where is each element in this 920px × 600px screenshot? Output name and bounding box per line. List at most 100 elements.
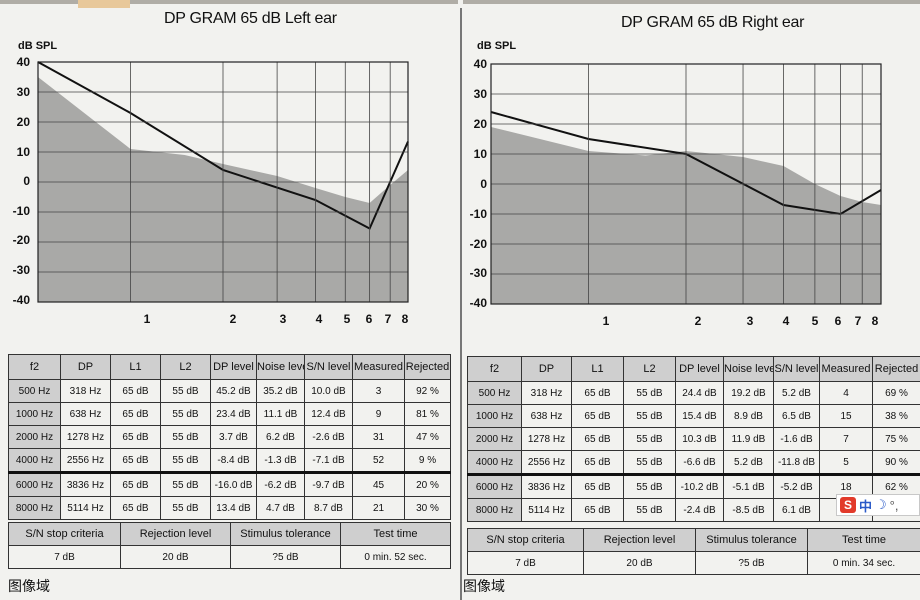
table-cell: 10.0 dB (304, 379, 353, 403)
y-tick-label: -40 (12, 293, 30, 307)
table-cell: 24.4 dB (675, 381, 724, 405)
y-tick-label: -30 (469, 266, 487, 280)
table-cell: 69 % (872, 381, 920, 405)
table-cell: 30 % (404, 496, 451, 520)
col-header: Rejected (872, 356, 920, 382)
param-value: 20 dB (583, 551, 696, 575)
params-value-row: 7 dB 20 dB ?5 dB 0 min. 34 sec. (467, 551, 920, 575)
param-header: S/N stop criteria (8, 522, 121, 546)
table-cell: 12.4 dB (304, 402, 353, 426)
ime-language-toggle[interactable]: 中 (859, 498, 873, 514)
table-cell: 92 % (404, 379, 451, 403)
table-cell: 55 dB (160, 496, 211, 520)
table-row: 4000 Hz 2556 Hz 65 dB 55 dB -8.4 dB -1.3 dB -7… (8, 448, 451, 474)
dp-level-line (37, 61, 409, 230)
y-tick-label: 30 (473, 87, 487, 101)
row-frequency: 6000 Hz (8, 472, 61, 497)
table-cell: 45.2 dB (210, 379, 257, 403)
param-value: ?5 dB (230, 545, 341, 569)
chart-title: DP GRAM 65 dB Left ear (164, 10, 337, 27)
table-cell: 11.9 dB (723, 427, 774, 451)
half-full-width-icon[interactable]: ☽ (875, 497, 887, 512)
col-header: L2 (623, 356, 676, 382)
x-tick-label: 6 (365, 312, 373, 326)
table-cell: -1.6 dB (773, 427, 820, 451)
col-header: S/N level (304, 354, 353, 380)
x-tick-label: 7 (384, 312, 392, 326)
table-cell: 65 dB (110, 402, 161, 426)
y-tick-label: -10 (469, 207, 487, 221)
table-cell: 5.2 dB (723, 450, 774, 476)
table-cell: 55 dB (623, 498, 676, 522)
top-edge (463, 0, 920, 4)
table-row: 500 Hz 318 Hz 65 dB 55 dB 24.4 dB 19.2 dB 5.2 … (467, 381, 920, 405)
table-cell: 45 (352, 472, 405, 497)
col-header: Measured (819, 356, 873, 382)
x-tick-label: 7 (854, 314, 862, 328)
table-cell: 65 dB (571, 450, 624, 476)
y-tick-label: -20 (469, 237, 487, 251)
table-cell: 65 dB (110, 472, 161, 497)
y-tick-label: 20 (16, 115, 30, 129)
table-cell: 65 dB (571, 404, 624, 428)
table-cell: 38 % (872, 404, 920, 428)
x-tick-label: 5 (811, 314, 819, 328)
dp-level-line (490, 111, 882, 216)
table-cell: -9.7 dB (304, 472, 353, 497)
row-frequency: 4000 Hz (8, 448, 61, 474)
table-cell: 55 dB (160, 402, 211, 426)
param-value: 0 min. 52 sec. (340, 545, 451, 569)
y-tick-label: -30 (12, 263, 30, 277)
table-cell: 55 dB (623, 474, 676, 499)
table-cell: -6.6 dB (675, 450, 724, 476)
table-row: 1000 Hz 638 Hz 65 dB 55 dB 15.4 dB 8.9 dB 6.5 … (467, 404, 920, 428)
y-tick-label: 10 (16, 145, 30, 159)
y-axis-label: dB SPL (18, 40, 58, 52)
table-cell: 65 dB (571, 427, 624, 451)
table-cell: -5.2 dB (773, 474, 820, 499)
table-cell: 55 dB (623, 450, 676, 476)
row-frequency: 6000 Hz (467, 474, 522, 499)
table-cell: -6.2 dB (256, 472, 305, 497)
table-cell: 55 dB (160, 448, 211, 474)
table-cell: 9 (352, 402, 405, 426)
table-cell: 90 % (872, 450, 920, 476)
table-cell: 55 dB (623, 404, 676, 428)
y-tick-label: 20 (473, 117, 487, 131)
table-cell: -2.4 dB (675, 498, 724, 522)
param-value: 7 dB (467, 551, 584, 575)
table-cell: 65 dB (571, 498, 624, 522)
table-cell: 15 (819, 404, 873, 428)
x-tick-label: 2 (229, 312, 237, 326)
y-tick-label: 40 (16, 55, 30, 69)
param-value: 0 min. 34 sec. (807, 551, 920, 575)
ime-toolbar[interactable]: S 中 ☽ °, (836, 494, 920, 516)
table-header-row: f2 DP L1 L2 DP level Noise level S/N lev… (467, 356, 920, 382)
table-cell: 65 dB (571, 381, 624, 405)
table-cell: 3 (352, 379, 405, 403)
chart-title: DP GRAM 65 dB Right ear (621, 14, 805, 31)
table-cell: 9 % (404, 448, 451, 474)
table-cell: 35.2 dB (256, 379, 305, 403)
col-header: DP (60, 354, 111, 380)
x-tick-label: 8 (871, 314, 879, 328)
y-tick-label: 0 (23, 174, 30, 188)
table-cell: 7 (819, 427, 873, 451)
punctuation-toggle[interactable]: °, (889, 497, 899, 513)
table-cell: 638 Hz (521, 404, 572, 428)
params-header-row: S/N stop criteria Rejection level Stimul… (8, 522, 451, 546)
table-cell: 318 Hz (60, 379, 111, 403)
table-cell: 81 % (404, 402, 451, 426)
plot-frame (37, 61, 409, 303)
table-cell: 2556 Hz (521, 450, 572, 476)
param-value: 20 dB (120, 545, 231, 569)
col-header: DP level (675, 356, 724, 382)
dp-gram-plot-right (490, 63, 882, 305)
table-header-row: f2 DP L1 L2 DP level Noise level S/N lev… (8, 354, 451, 380)
y-tick-label: 30 (16, 85, 30, 99)
sogou-logo-icon[interactable]: S (840, 497, 856, 513)
y-tick-label: 0 (480, 177, 487, 191)
table-cell: 6.5 dB (773, 404, 820, 428)
dp-gram-plot-left (37, 61, 409, 303)
y-tick-label: -40 (469, 296, 487, 310)
